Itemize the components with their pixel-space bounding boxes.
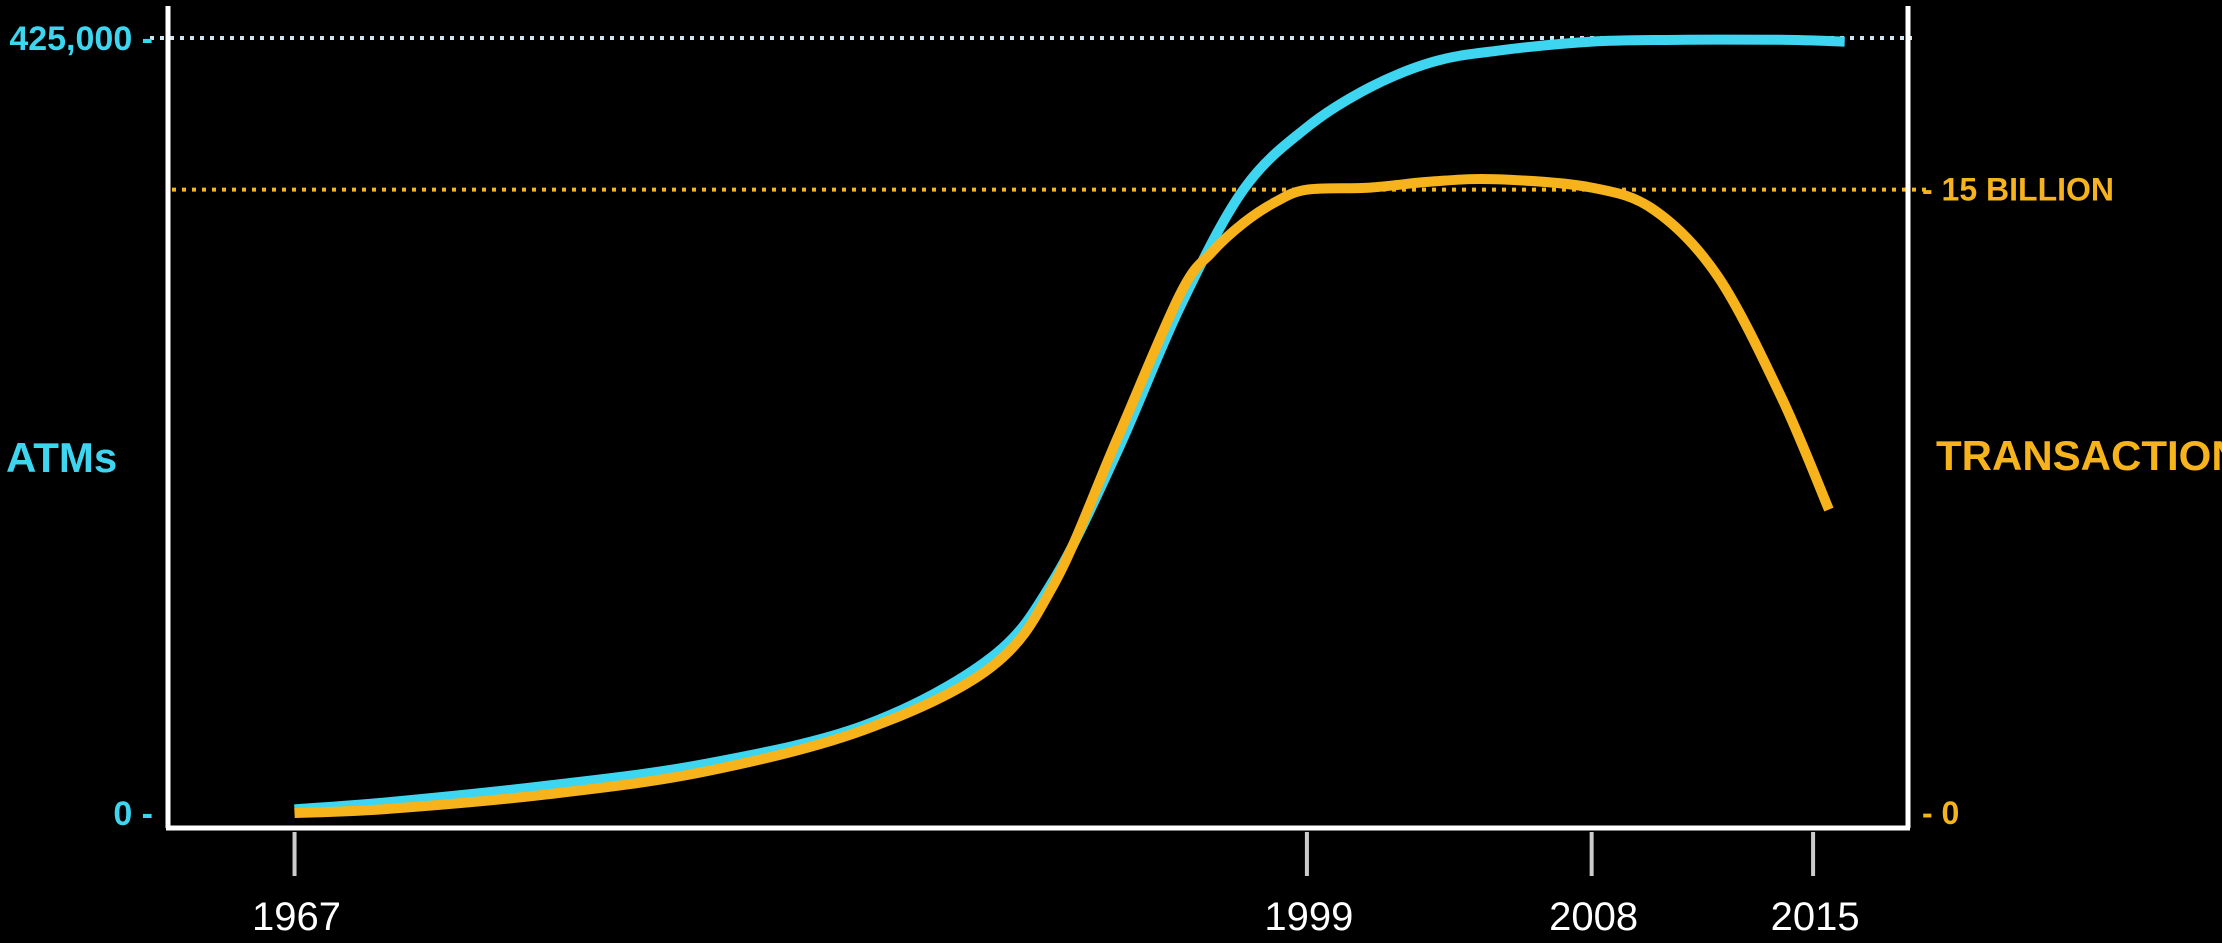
x-tick-label: 1999 [1264,895,1353,938]
x-tick-label: 2008 [1549,895,1638,938]
tick-marks [292,832,1816,876]
right-y-tick-label: - 15 BILLION [1922,172,2114,208]
atms-series-line [294,34,1845,815]
axes [165,6,1911,831]
left-axis-title: ATMs [6,434,117,481]
x-tick-label: 1967 [252,895,341,938]
transactions-series-line [294,173,1834,818]
x-tick-label: 2015 [1771,895,1860,938]
left-y-tick-label: 0 - [113,795,153,833]
reference-lines [150,36,1926,192]
tick-labels: 1967 1999 2008 2015 0 - 425,000 - - 0 - 15 BILL… [9,20,2114,939]
right-y-tick-label: - 0 [1922,795,1959,831]
series-lines [294,34,1845,818]
right-axis-title: TRANSACTIONS [1936,432,2222,479]
left-y-tick-label: 425,000 - [9,20,153,58]
